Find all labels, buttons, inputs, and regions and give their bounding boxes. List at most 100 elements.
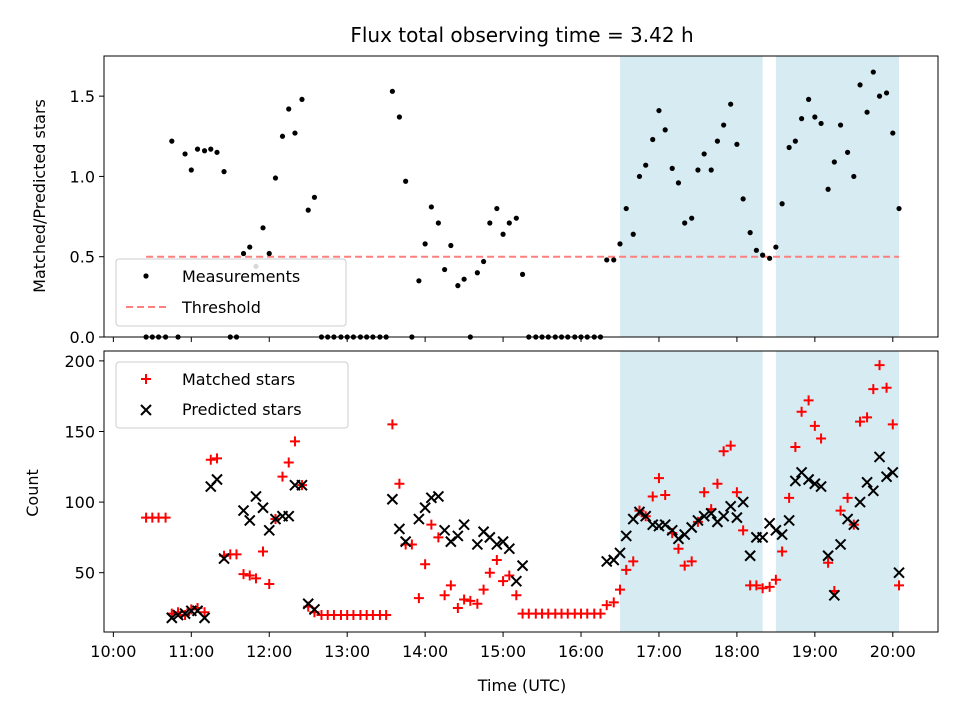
matched-star-point	[381, 610, 392, 621]
predicted-star-point	[283, 510, 295, 522]
predicted-star-point	[893, 566, 905, 579]
measurement-point	[266, 250, 272, 257]
measurement-point	[506, 220, 512, 226]
predicted-star-point	[244, 514, 256, 527]
measurement-point	[760, 252, 766, 258]
matched-star-point	[718, 446, 729, 457]
measurement-point	[675, 180, 682, 186]
matched-star-point	[498, 576, 509, 587]
measurement-point	[208, 146, 214, 152]
measurement-point	[721, 122, 727, 128]
matched-star-point	[459, 594, 470, 605]
bottom-shaded-interval	[775, 351, 900, 632]
measurement-point	[474, 270, 480, 276]
matched-star-point	[842, 492, 853, 503]
predicted-star-point	[848, 518, 860, 531]
measurement-point	[857, 82, 863, 88]
measurement-point	[753, 247, 759, 253]
predicted-star-point	[672, 533, 685, 545]
predicted-star-point	[308, 603, 321, 616]
top-y-tick-label: 0.0	[70, 328, 95, 347]
legend-matched-label: Matched stars	[182, 370, 295, 389]
measurement-point	[779, 201, 785, 207]
measurement-point	[837, 122, 844, 128]
predicted-star-point	[698, 510, 710, 522]
matched-star-point	[699, 487, 710, 498]
bottom-y-tick-label: 100	[64, 493, 95, 512]
matched-star-point	[478, 584, 489, 595]
predicted-star-point	[218, 552, 230, 565]
matched-star-point	[862, 412, 873, 423]
legend-measurements-marker	[143, 273, 149, 279]
predicted-star-point	[756, 531, 769, 544]
measurement-point	[311, 194, 318, 200]
measurement-point	[422, 241, 428, 247]
matched-star-point	[738, 525, 749, 536]
measurement-point	[883, 90, 890, 96]
predicted-star-point	[854, 496, 866, 508]
predicted-star-point	[705, 507, 717, 520]
predicted-star-point	[834, 538, 847, 551]
matched-star-point	[439, 590, 450, 601]
matched-star-point	[764, 581, 775, 592]
matched-star-point	[614, 584, 625, 595]
measurement-point	[194, 146, 201, 152]
matched-star-point	[387, 419, 398, 430]
x-tick-label: 12:00	[246, 642, 292, 661]
measurement-point	[286, 106, 292, 112]
top-y-tick-label: 0.5	[70, 248, 95, 267]
x-tick-label: 20:00	[870, 642, 916, 661]
matched-star-point	[712, 478, 723, 489]
measurement-point	[773, 244, 779, 250]
measurement-point	[818, 120, 824, 127]
matched-star-point	[205, 454, 216, 465]
measurement-point	[442, 266, 448, 273]
measurement-point	[896, 205, 902, 212]
top-axes-frame	[103, 55, 939, 338]
predicted-star-point	[887, 466, 899, 479]
legend-predicted-marker	[140, 404, 152, 416]
legend-predicted-label: Predicted stars	[182, 400, 302, 419]
predicted-star-point	[789, 475, 802, 487]
matched-star-point	[628, 556, 639, 567]
top-y-tick-label: 1.5	[70, 87, 95, 106]
matched-star-point	[231, 549, 242, 560]
measurement-point	[403, 178, 409, 184]
measurement-point	[851, 173, 857, 180]
predicted-star-point	[179, 607, 191, 620]
predicted-star-point	[822, 550, 834, 562]
bottom-y-axis-label: Count	[23, 469, 42, 517]
measurement-point	[630, 231, 636, 237]
predicted-star-point	[399, 535, 412, 548]
matched-star-point	[238, 569, 249, 580]
predicted-star-point	[198, 612, 211, 624]
measurement-point	[428, 204, 434, 210]
predicted-star-point	[666, 524, 678, 537]
predicted-star-point	[873, 451, 886, 463]
measurement-point	[617, 241, 623, 247]
measurement-point	[500, 231, 506, 237]
top-panel: Flux total observing time = 3.42 h Match…	[30, 23, 939, 347]
predicted-star-point	[737, 496, 749, 508]
measurement-point	[480, 258, 487, 265]
matched-star-point	[413, 593, 424, 604]
matched-star-point	[647, 491, 658, 502]
predicted-star-point	[815, 480, 827, 493]
measurement-point	[240, 250, 247, 257]
bottom-plot-area: 10:00 11:00 12:00 13:00 14:00 15:00 16:00 17:00…	[64, 350, 939, 661]
measurement-point	[611, 257, 617, 263]
measurement-point	[643, 162, 649, 168]
matched-star-point	[601, 600, 612, 611]
matched-star-point	[790, 442, 801, 453]
x-tick-label: 19:00	[792, 642, 838, 661]
measurement-point	[798, 116, 805, 122]
measurement-point	[513, 215, 519, 221]
predicted-star-point	[614, 547, 626, 559]
predicted-star-point	[633, 506, 646, 518]
predicted-star-point	[250, 490, 262, 503]
x-tick-label: 17:00	[636, 642, 682, 661]
measurement-point	[169, 138, 175, 144]
x-tick-label: 16:00	[558, 642, 604, 661]
matched-star-point	[809, 420, 820, 431]
